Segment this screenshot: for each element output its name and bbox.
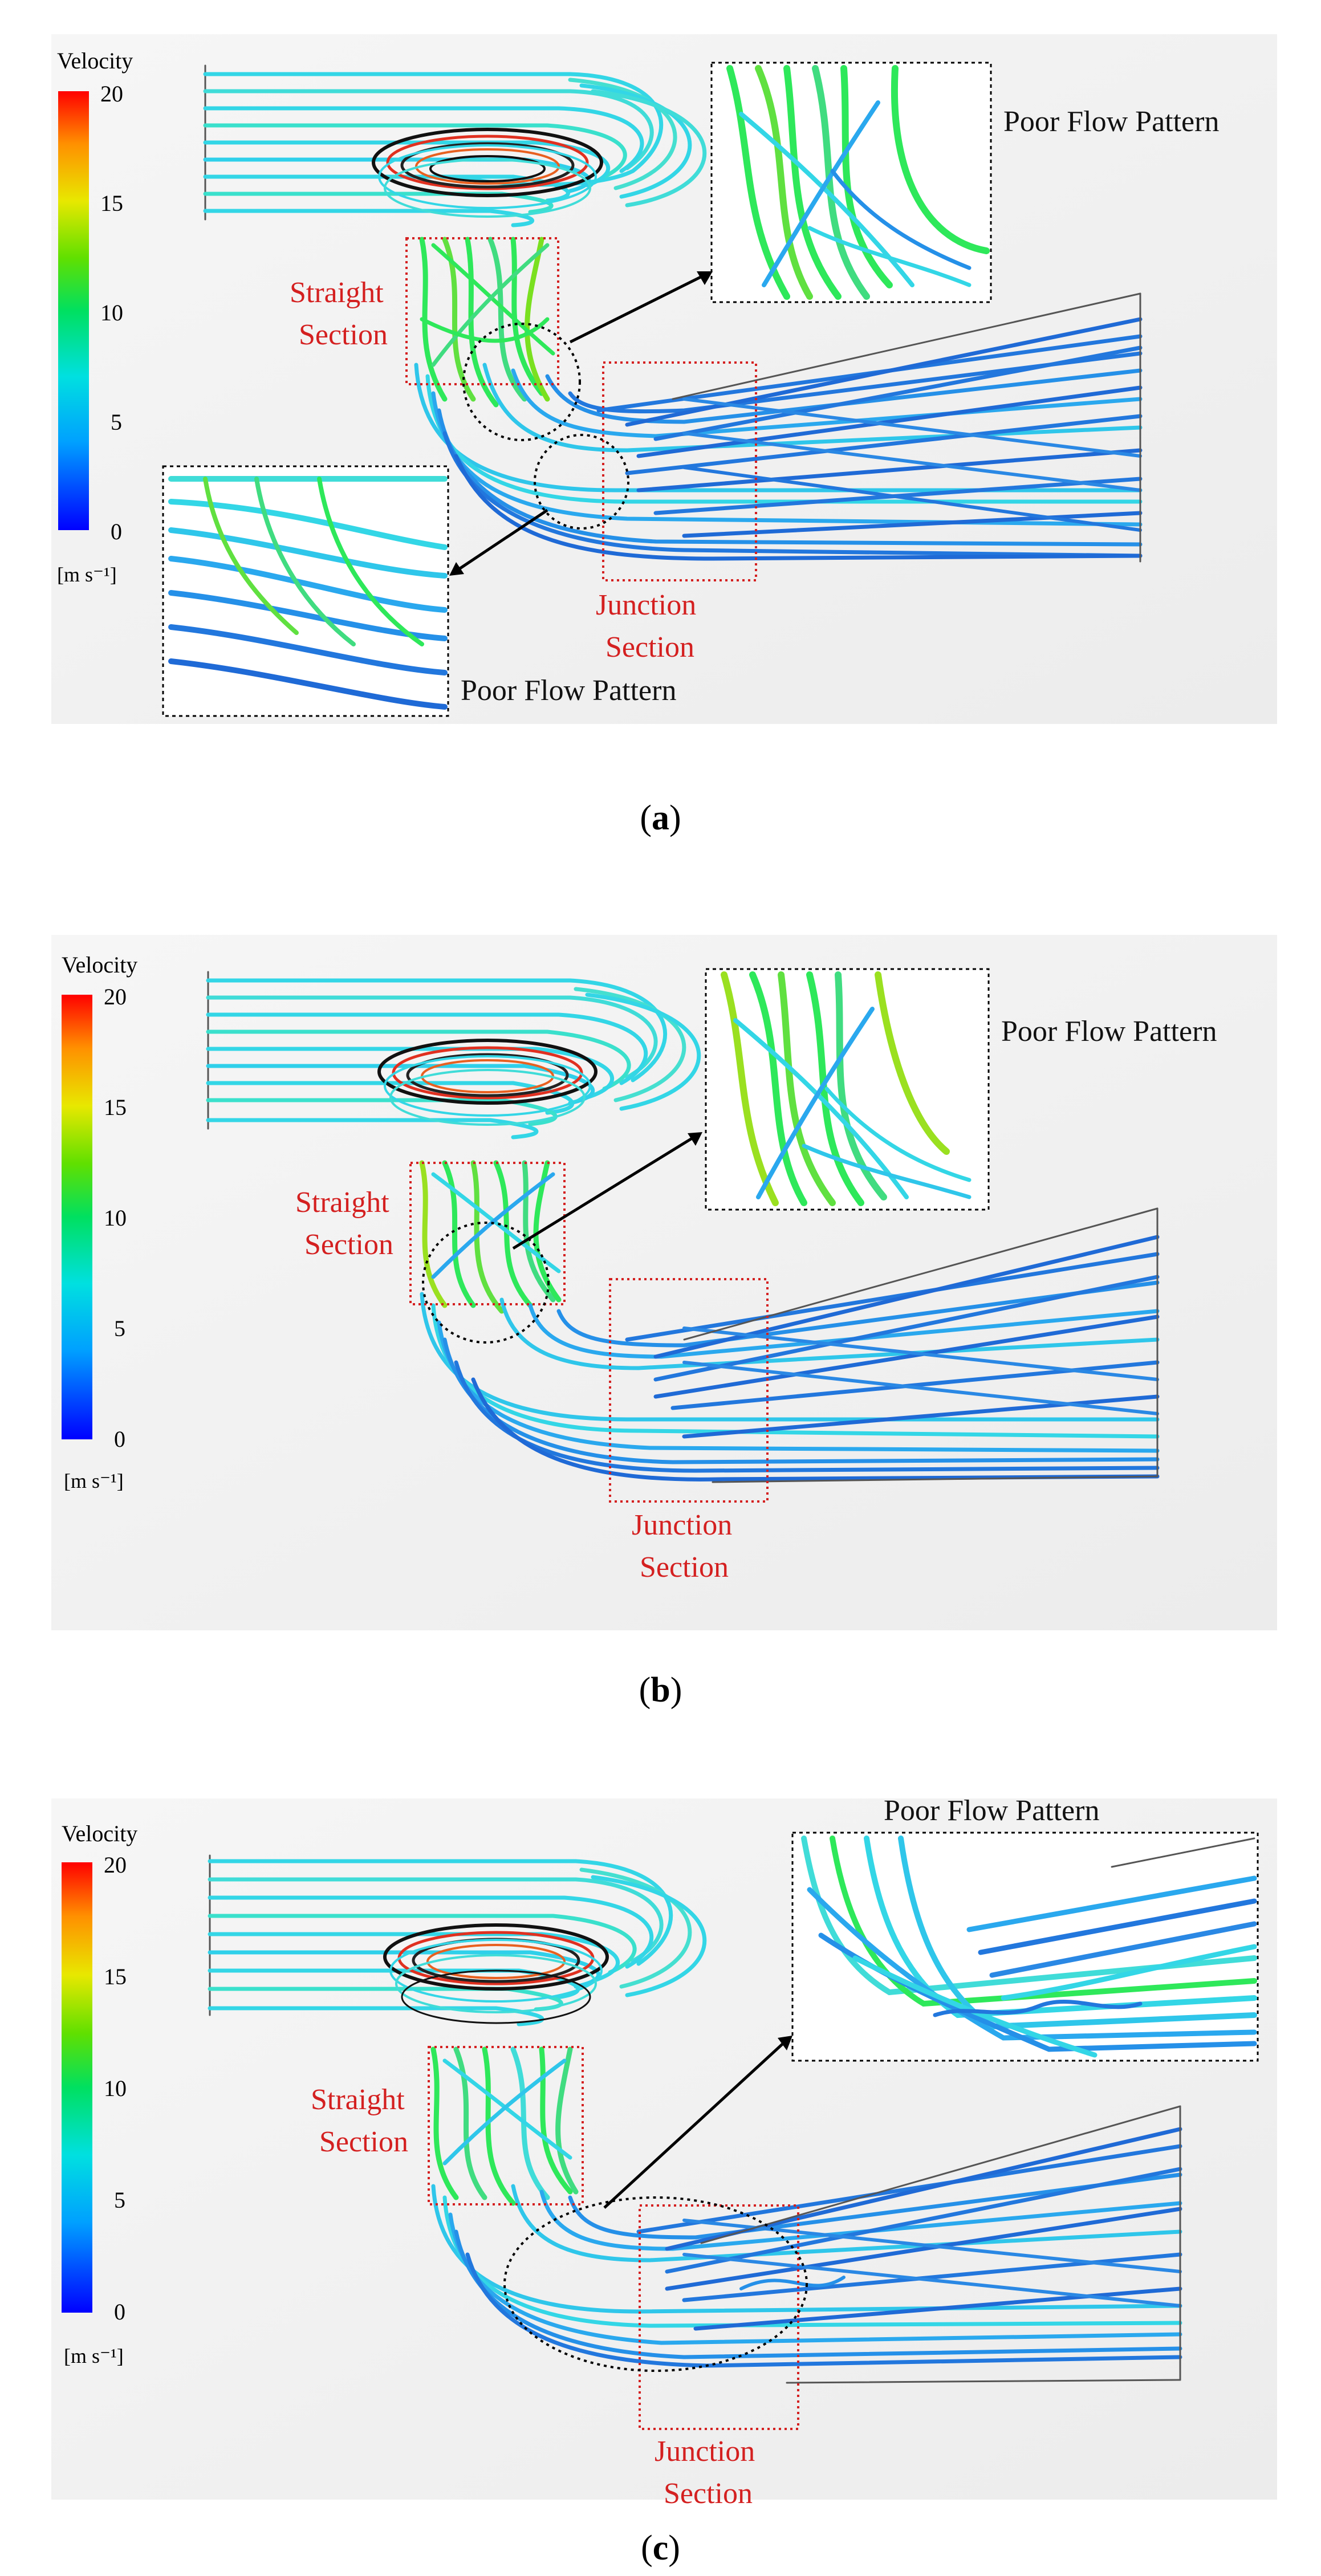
- straight-section-label: Straight: [290, 276, 384, 309]
- legend-tick: 15: [104, 1964, 127, 1989]
- legend-tick: 15: [100, 190, 123, 216]
- poor-flow-label: Poor Flow Pattern: [461, 674, 676, 707]
- elbow-outlet-streamlines: [431, 2105, 1182, 2384]
- legend-tick: 0: [114, 1426, 125, 1452]
- velocity-legend: Velocity 20 15 10 5 0 [m s⁻¹]: [62, 952, 137, 1492]
- legend-colorbar: [58, 91, 89, 530]
- junction-section-label: Junction: [632, 1509, 732, 1541]
- straight-section-box: [409, 1162, 566, 1305]
- legend-tick: 5: [111, 409, 122, 435]
- highlight-circle: [462, 323, 581, 441]
- vortex-core: [372, 128, 603, 218]
- junction-section-label: Section: [640, 1551, 729, 1584]
- velocity-legend: Velocity 20 15 10 5 0 [m s⁻¹]: [62, 1821, 137, 2367]
- straight-section-label: Section: [299, 319, 388, 351]
- legend-title: Velocity: [57, 48, 133, 74]
- legend-unit: [m s⁻¹]: [64, 2345, 124, 2367]
- pointer-arrow: [512, 1133, 700, 1250]
- annotations: [409, 1132, 769, 1503]
- elbow-outlet-streamlines: [414, 292, 1143, 563]
- vortex-core: [377, 1039, 598, 1126]
- straight-section-streamlines: [430, 2046, 579, 2206]
- elbow-outlet-streamlines: [420, 1207, 1160, 1483]
- straight-section-label: Straight: [295, 1186, 389, 1219]
- straight-section-box: [405, 237, 559, 385]
- highlight-circle: [534, 434, 629, 530]
- caption-a: (a): [640, 799, 681, 837]
- junction-section-box: [609, 1278, 769, 1503]
- straight-section-label: Section: [319, 2126, 408, 2158]
- pointer-arrow: [452, 508, 548, 575]
- legend-tick: 20: [104, 984, 127, 1010]
- legend-tick: 10: [104, 2076, 127, 2101]
- pointer-arrow: [569, 271, 711, 344]
- vortex-core: [383, 1923, 609, 2024]
- legend-unit: [m s⁻¹]: [64, 1470, 124, 1492]
- annotations: [405, 237, 757, 581]
- legend-tick: 20: [100, 81, 123, 107]
- poor-flow-label: Poor Flow Pattern: [884, 1794, 1099, 1827]
- highlight-circle: [422, 1222, 550, 1344]
- junction-section-box: [639, 2204, 799, 2430]
- streamline-figure-b: Velocity 20 15 10 5 0 [m s⁻¹]: [51, 935, 1277, 1630]
- legend-tick: 0: [114, 2299, 125, 2325]
- straight-section-box: [428, 2046, 584, 2205]
- legend-tick: 10: [100, 300, 123, 325]
- inset-bottom: [162, 465, 449, 717]
- legend-title: Velocity: [62, 952, 137, 978]
- velocity-legend: Velocity 20 15 10 5 0 [m s⁻¹]: [57, 48, 133, 586]
- streamline-figure-c: Velocity 20 15 10 5 0 [m s⁻¹]: [51, 1794, 1277, 2510]
- legend-tick: 0: [111, 519, 122, 544]
- poor-flow-label: Poor Flow Pattern: [1001, 1015, 1217, 1048]
- junction-section-label: Section: [664, 2477, 753, 2510]
- junction-section-label: Section: [605, 631, 694, 664]
- poor-flow-label: Poor Flow Pattern: [1003, 105, 1219, 138]
- legend-tick: 15: [104, 1094, 127, 1120]
- junction-section-box: [602, 361, 757, 581]
- legend-tick: 5: [114, 2187, 125, 2213]
- junction-section-label: Junction: [655, 2435, 755, 2468]
- pointer-arrow: [603, 2038, 789, 2209]
- legend-title: Velocity: [62, 1821, 137, 1846]
- legend-colorbar: [62, 1862, 92, 2313]
- inset-top: [710, 62, 992, 303]
- legend-unit: [m s⁻¹]: [57, 563, 117, 586]
- caption-c: (c): [641, 2529, 680, 2567]
- legend-tick: 10: [104, 1205, 127, 1231]
- legend-tick: 20: [104, 1852, 127, 1878]
- legend-colorbar: [62, 995, 92, 1439]
- inset-top: [705, 968, 990, 1211]
- straight-section-label: Section: [304, 1228, 393, 1261]
- streamline-figure-a: Velocity 20 15 10 5 0 [m s⁻¹]: [51, 34, 1277, 724]
- annotations: [428, 2036, 808, 2430]
- inset-top: [791, 1832, 1259, 2062]
- caption-b: (b): [639, 1671, 682, 1710]
- straight-section-label: Straight: [311, 2083, 405, 2116]
- junction-section-label: Junction: [596, 589, 696, 621]
- legend-tick: 5: [114, 1316, 125, 1341]
- highlight-circle: [503, 2196, 808, 2372]
